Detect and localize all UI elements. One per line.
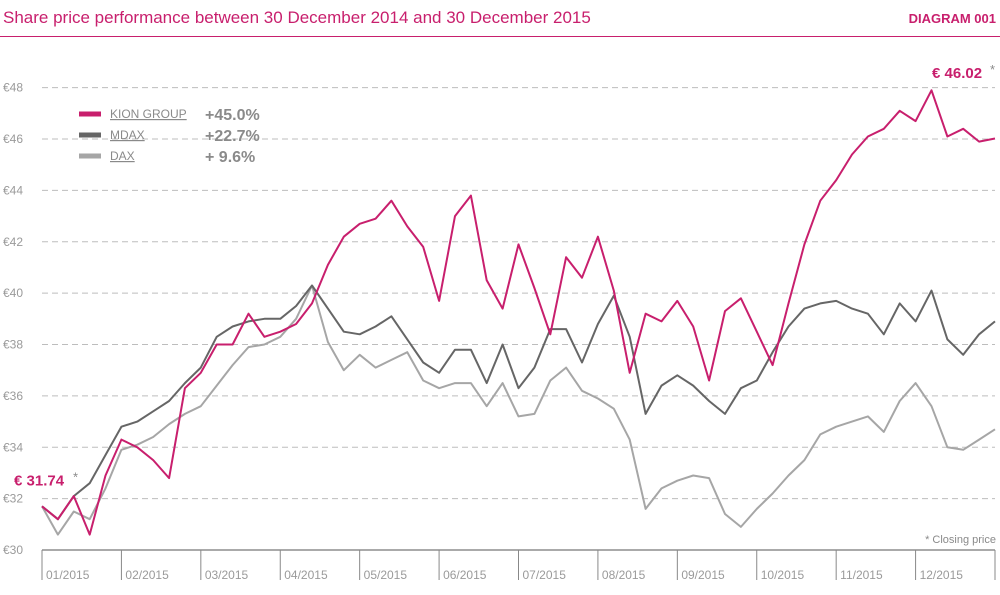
x-tick-label: 12/2015 xyxy=(920,568,964,582)
x-tick-label: 02/2015 xyxy=(125,568,169,582)
y-tick-label: €30 xyxy=(3,543,23,557)
x-tick-label: 03/2015 xyxy=(205,568,249,582)
legend-series-name: DAX xyxy=(110,149,135,163)
x-tick-label: 04/2015 xyxy=(284,568,328,582)
y-axis-ticks: €30 €32 €34 €36 €38 €40 €42 €44 €46 €48 xyxy=(3,81,23,557)
end-price-star: * xyxy=(990,62,995,77)
start-price-star: * xyxy=(73,469,78,484)
x-tick-label: 05/2015 xyxy=(364,568,408,582)
x-tick-label: 01/2015 xyxy=(46,568,90,582)
end-price-label: € 46.02 xyxy=(932,65,982,82)
x-axis: 01/2015 02/2015 03/2015 04/2015 05/2015 06/20… xyxy=(41,549,996,582)
y-tick-label: €42 xyxy=(3,235,23,249)
y-tick-label: €40 xyxy=(3,286,23,300)
legend-series-name: MDAX xyxy=(110,128,145,142)
chart-header: Share price performance between 30 Decem… xyxy=(0,0,1000,37)
footnote: * Closing price xyxy=(925,534,996,546)
legend-series-change: +22.7% xyxy=(205,128,260,145)
x-tick-label: 06/2015 xyxy=(443,568,487,582)
y-tick-label: €32 xyxy=(3,492,23,506)
x-tick-label: 07/2015 xyxy=(523,568,567,582)
series-line-dax xyxy=(41,284,996,536)
legend-series-change: +45.0% xyxy=(205,107,260,124)
diagram-label: DIAGRAM 001 xyxy=(908,11,996,26)
legend-series-change: + 9.6% xyxy=(205,149,255,166)
y-tick-label: €46 xyxy=(3,132,23,146)
legend-series-name: KION GROUP xyxy=(110,107,187,121)
start-price-label: € 31.74 xyxy=(14,472,65,489)
series-lines xyxy=(41,89,996,536)
y-tick-label: €48 xyxy=(3,81,23,95)
x-tick-label: 11/2015 xyxy=(840,568,883,582)
chart-title: Share price performance between 30 Decem… xyxy=(3,8,591,27)
grid-lines xyxy=(42,87,995,500)
series-line-mdax xyxy=(41,284,996,521)
y-tick-label: €36 xyxy=(3,389,23,403)
y-tick-label: €44 xyxy=(3,183,23,197)
y-tick-label: €34 xyxy=(3,440,23,454)
price-annotations: € 31.74 * € 46.02 * xyxy=(14,62,995,489)
series-line-kion-group xyxy=(41,89,996,536)
x-tick-label: 08/2015 xyxy=(602,568,646,582)
y-tick-label: €38 xyxy=(3,338,23,352)
x-tick-label: 09/2015 xyxy=(681,568,725,582)
legend: KION GROUP +45.0% MDAX +22.7% DAX + 9.6% xyxy=(79,107,260,166)
x-tick-label: 10/2015 xyxy=(761,568,805,582)
